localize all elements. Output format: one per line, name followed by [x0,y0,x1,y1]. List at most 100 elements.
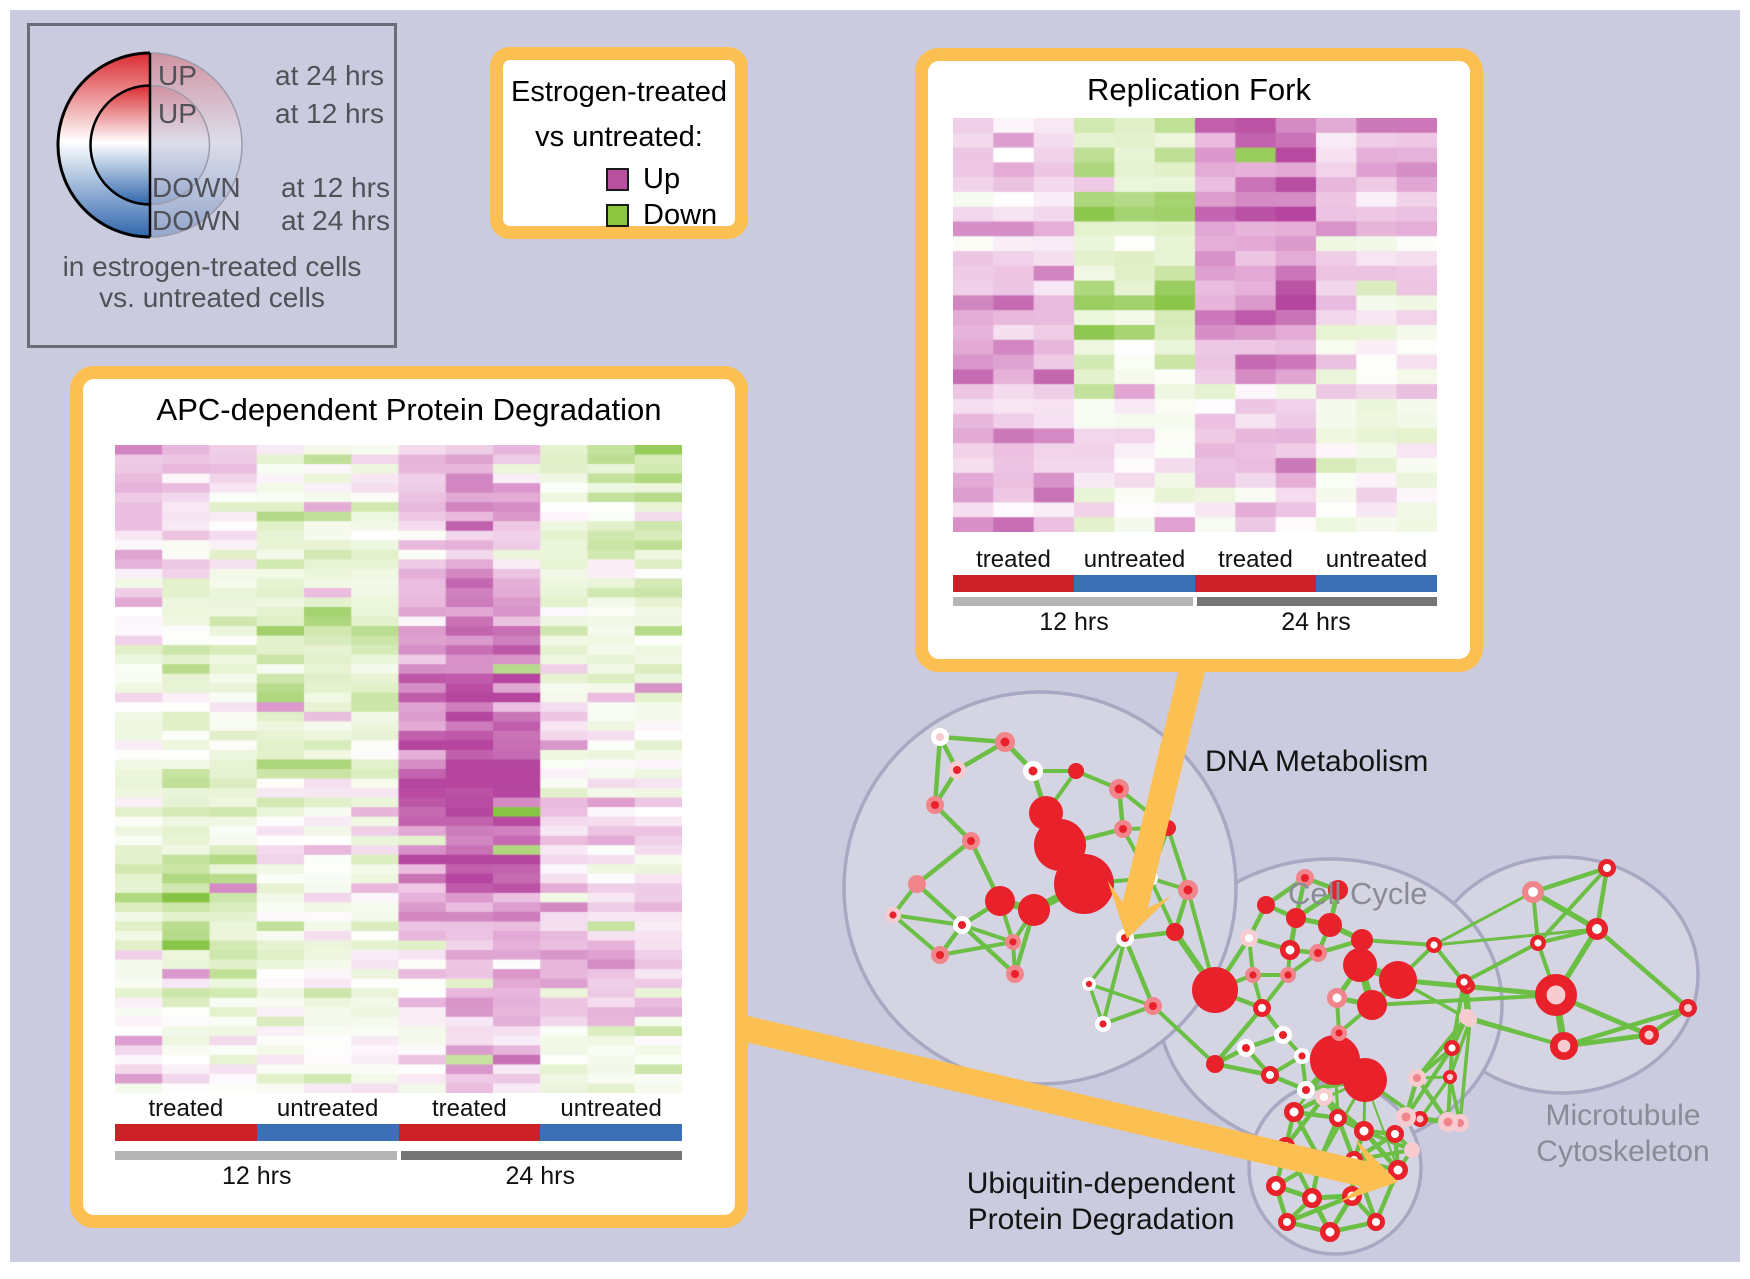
cluster-label-cell-cycle: Cell Cycle [1288,876,1428,911]
time-label-24hrs: 24 hrs [505,1162,575,1190]
network-edge [1448,1019,1472,1078]
gene-set-node-ub [1277,1212,1296,1231]
gene-set-node-dna [1094,1016,1111,1033]
concentric-updown-circles-icon [56,51,243,239]
network-edge [1122,937,1156,1007]
cluster-label-line: Ubiquitin-dependent [966,1167,1236,1200]
panel-title-apc: APC-dependent Protein Degradation [156,392,662,427]
network-edge [1361,938,1435,947]
gene-set-node-mt [1407,1068,1426,1087]
group-label-untreated-24: untreated [1325,546,1428,573]
panel-to-cluster-arrow-1 [1119,646,1210,920]
gene-set-node-cc [1343,948,1377,982]
cluster-label-line: Protein Degradation [967,1203,1235,1236]
gene-set-node-dna [961,831,980,850]
network-edge [1213,1006,1264,1066]
gene-set-node-cc [1327,988,1347,1008]
network-edge [915,882,964,927]
gene-set-node-cc [1328,880,1348,900]
legend-word-up-12: UP [158,98,197,129]
time-label-12hrs: 12 hrs [1039,608,1109,636]
gene-set-node-cc [1351,929,1373,951]
gene-set-node-cc [1318,913,1342,937]
network-edge [892,913,963,927]
network-edge [1463,941,1539,984]
network-edge [1166,827,1190,891]
gene-set-node-dna [1143,996,1162,1015]
network-edge-cross [1151,1004,1217,1066]
gene-set-node-dna [1178,880,1198,900]
down-color-swatch [606,204,629,227]
legend-word-down-12: DOWN [152,172,241,203]
gene-set-node-dna [1166,923,1184,941]
gene-set-node-cc [1206,1055,1224,1073]
network-edge [1446,1047,1454,1123]
gene-set-node-ub [1388,1160,1408,1180]
gene-set-node-cc [1357,990,1387,1020]
gene-set-node-dna [925,795,944,814]
condition-color-bar [953,575,1437,592]
gene-set-node-mt [1549,1031,1578,1060]
gene-set-node-dna [908,875,926,893]
gene-set-node-cc [1293,1047,1310,1064]
gene-set-node-dna [952,915,971,934]
gene-set-node-ub [1266,1176,1286,1196]
gene-set-node-dna [995,732,1015,752]
gene-set-node-mt [1522,881,1545,904]
network-edge [1286,1193,1353,1225]
gene-set-node-ub [1354,1121,1374,1141]
legend-time-down-12: at 12 hrs [281,172,390,203]
apc-heatmap [115,445,682,1093]
group-label-treated-24: treated [1218,546,1293,573]
network-edge [960,923,1017,976]
gene-set-node-mt [1678,998,1697,1017]
gene-set-node-cc [1343,1058,1387,1102]
network-edge [932,736,943,806]
gene-set-node-dna [1109,779,1129,799]
time-label-24hrs: 24 hrs [1281,608,1351,636]
network-edge [939,734,1006,745]
gene-set-node-cc [1296,1080,1315,1099]
network-edge [1415,1015,1469,1080]
network-edge [1458,1019,1472,1124]
gene-set-node-dna [1113,819,1132,838]
network-edge [1148,877,1177,933]
estrogen-legend-title-line1: Estrogen-treated [510,76,727,108]
panel-to-cluster-arrow-2 [731,1013,1379,1190]
gene-set-node-cc [1330,1024,1347,1041]
gene-set-node-mt [1639,1025,1659,1045]
replication-fork-panel: Replication Fork treated untreated treat… [915,48,1483,672]
gene-set-node-cc [1286,908,1306,928]
gene-set-node-mt [1597,858,1616,877]
gene-set-node-dna [1005,964,1024,983]
group-label-untreated-12: untreated [1083,546,1186,573]
replication-fork-heatmap [953,118,1437,532]
arrowhead-icon [1107,880,1171,939]
gene-set-node-cc [1425,937,1442,954]
gene-set-node-mt [1529,935,1546,952]
gene-set-node-cc [1295,868,1314,887]
gene-set-node-mt [1586,918,1609,941]
gene-set-node-ub [1314,1087,1333,1106]
cluster-label-ubiquitin-degradation: Ubiquitin-dependent Protein Degradation [967,1166,1236,1238]
network-edge [1214,1061,1271,1078]
gene-set-node-dna [1054,854,1114,914]
network-edge [915,839,973,886]
network-edge [1353,1148,1413,1162]
network-edge [1087,936,1127,986]
network-edge [1284,1095,1326,1148]
network-edge [1563,1005,1689,1049]
time-color-bar [115,1151,682,1160]
group-label-treated-12: treated [976,546,1051,573]
group-label-treated-24: treated [432,1095,507,1122]
gene-set-node-mt [1455,974,1472,991]
gene-set-node-cc [1239,928,1258,947]
cluster-label-line: Microtubule [1545,1099,1701,1132]
gene-set-node-mt [1443,1039,1460,1056]
gene-set-node-dna [930,945,949,964]
network-edge [1088,982,1154,1008]
gene-set-node-mt [1438,1112,1458,1132]
time-label-12hrs: 12 hrs [222,1162,292,1190]
